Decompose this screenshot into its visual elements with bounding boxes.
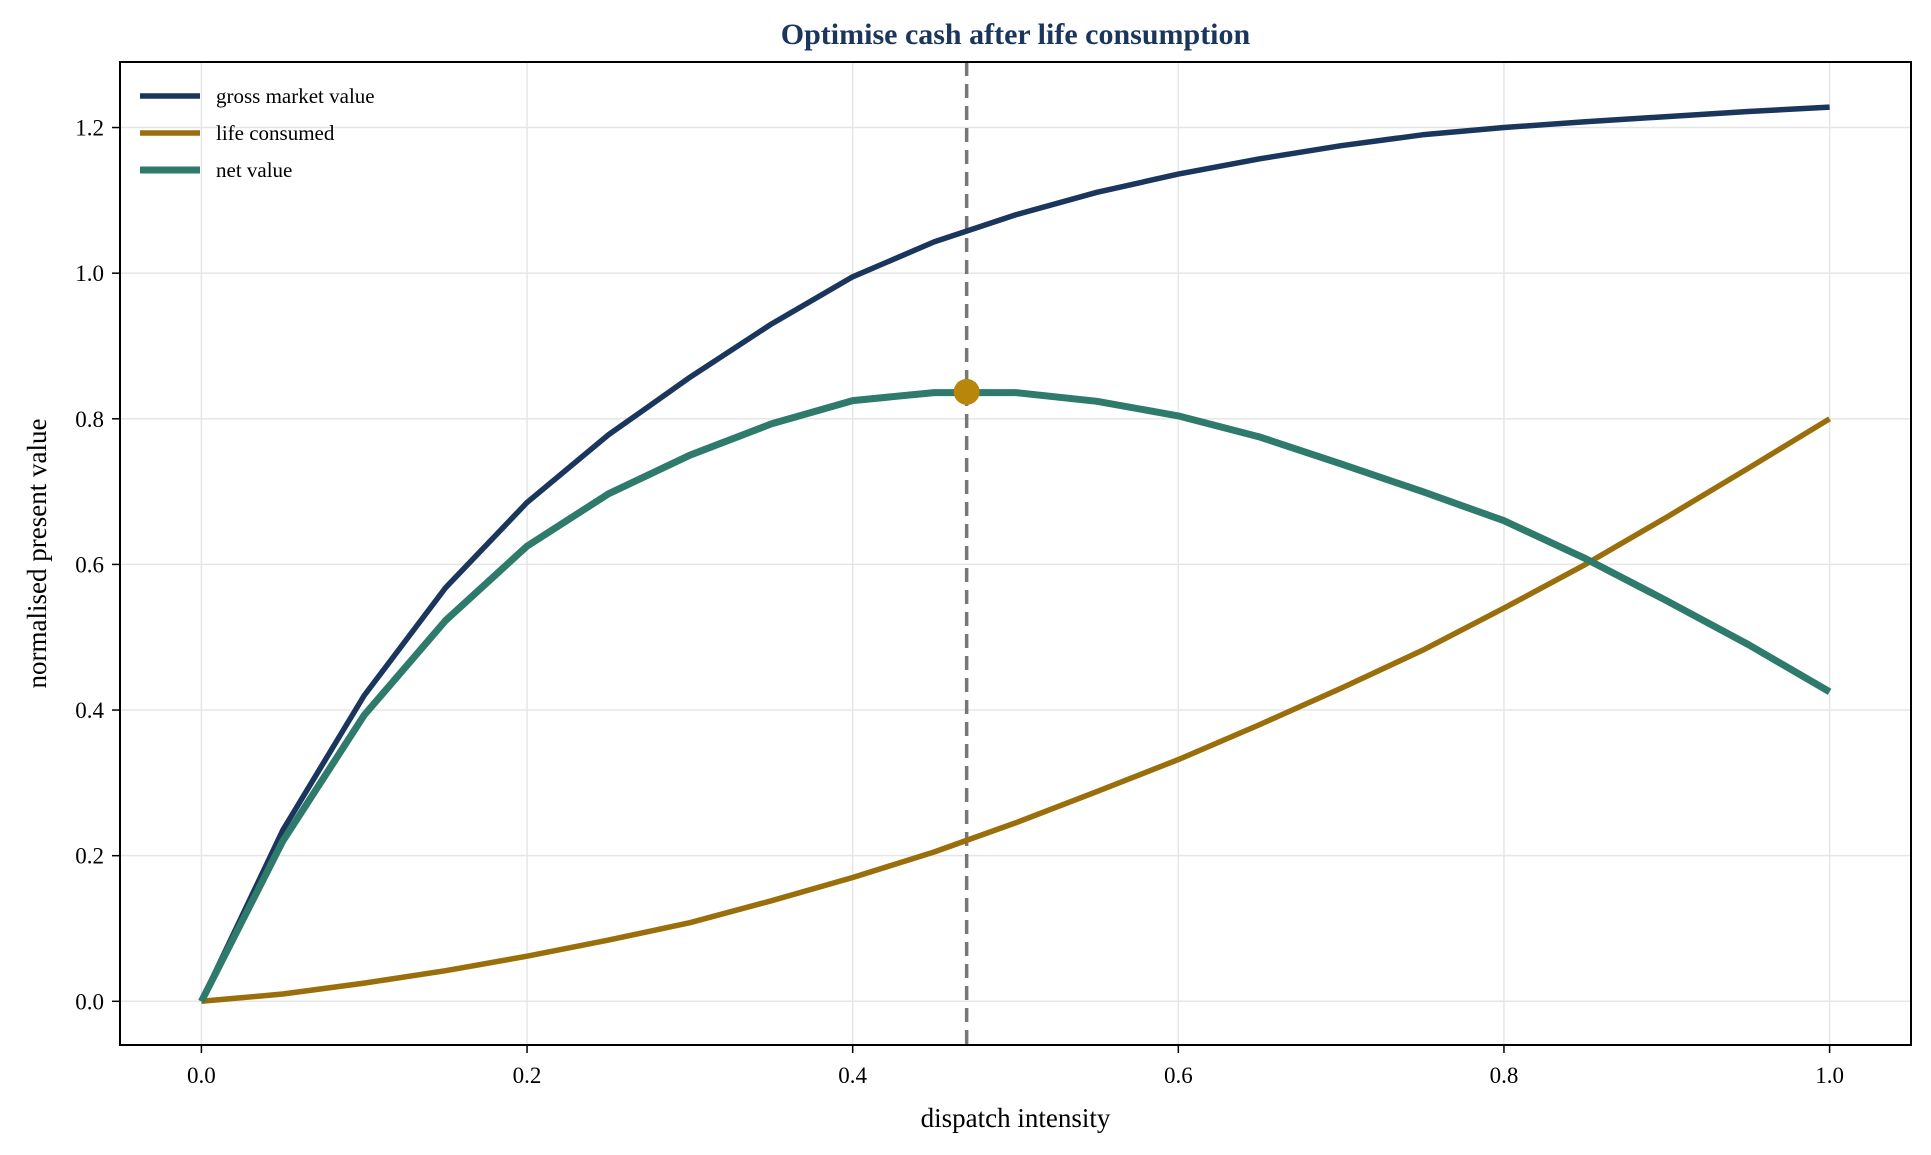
series-line-1 <box>198 104 1830 1003</box>
y-tick-label: 0.0 <box>75 989 104 1014</box>
optimum-marker-group <box>953 378 980 405</box>
y-tick-label: 0.4 <box>75 698 104 723</box>
optimum-marker <box>953 378 980 405</box>
legend: gross market value life consumed net value <box>140 84 375 182</box>
legend-label: gross market value <box>216 84 375 108</box>
x-tick-label: 0.0 <box>187 1063 216 1088</box>
y-tick-label: 1.2 <box>75 116 104 141</box>
series-line-3 <box>198 389 1832 1003</box>
y-axis-label: normalised present value <box>22 419 52 689</box>
grid <box>120 62 1911 1045</box>
x-tick-label: 0.6 <box>1164 1063 1193 1088</box>
x-tick-label: 0.2 <box>513 1063 542 1088</box>
x-tick-label: 1.0 <box>1815 1063 1844 1088</box>
series-line-2 <box>201 416 1832 1005</box>
y-tick-label: 0.2 <box>75 844 104 869</box>
y-tick-label: 0.8 <box>75 407 104 432</box>
plot-frame <box>119 61 1912 1046</box>
x-tick-label: 0.4 <box>838 1063 867 1088</box>
y-tick-label: 1.0 <box>75 261 104 286</box>
y-tick-label: 0.6 <box>75 552 104 577</box>
axis-ticks: 0.0 0.2 0.4 0.6 0.8 1.0 0.0 0.2 0.4 0.6 0.8 1.0 1.2 <box>75 116 1844 1088</box>
legend-label: net value <box>216 158 292 182</box>
series-lines <box>198 104 1832 1005</box>
x-tick-label: 0.8 <box>1490 1063 1519 1088</box>
chart-title: Optimise cash after life consumption <box>781 18 1251 51</box>
x-axis-label: dispatch intensity <box>921 1103 1111 1133</box>
legend-label: life consumed <box>216 121 335 145</box>
